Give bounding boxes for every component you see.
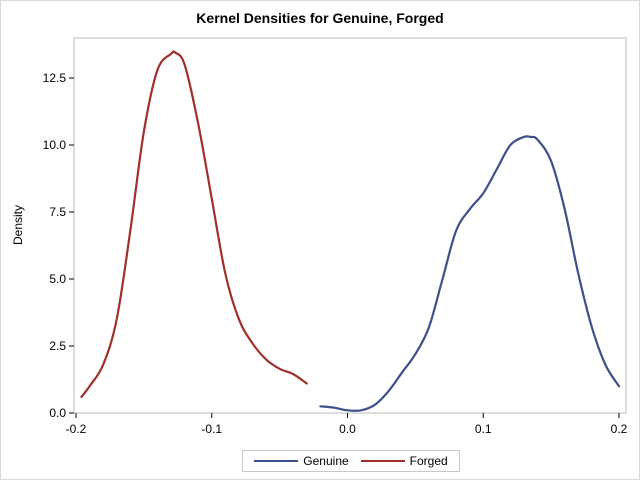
series-line-forged xyxy=(80,50,308,399)
y-axis-label: Density xyxy=(11,205,25,245)
y-tick-label: 5.0 xyxy=(49,272,66,286)
x-tick-label: -0.1 xyxy=(201,422,222,436)
legend-swatch-genuine xyxy=(254,460,299,462)
y-tick-label: 10.0 xyxy=(43,138,67,152)
legend-item-genuine: Genuine xyxy=(254,454,349,468)
y-tick-label: 7.5 xyxy=(49,205,66,219)
chart-title: Kernel Densities for Genuine, Forged xyxy=(196,10,444,26)
series-layer xyxy=(80,50,621,412)
legend-swatch-forged xyxy=(360,460,405,462)
x-axis: -0.2 -0.1 0.0 0.1 0.2 xyxy=(66,413,628,436)
legend-label-forged: Forged xyxy=(409,454,448,468)
series-line-genuine xyxy=(319,135,621,412)
legend: Genuine Forged xyxy=(242,450,460,472)
x-tick-label: 0.2 xyxy=(611,422,628,436)
legend-label-genuine: Genuine xyxy=(303,454,349,468)
y-axis: 0.0 2.5 5.0 7.5 10.0 12.5 xyxy=(43,71,74,420)
x-tick-label: -0.2 xyxy=(66,422,87,436)
legend-item-forged: Forged xyxy=(360,454,448,468)
y-tick-label: 0.0 xyxy=(49,406,66,420)
x-tick-label: 0.1 xyxy=(475,422,492,436)
x-tick-label: 0.0 xyxy=(339,422,356,436)
y-tick-label: 12.5 xyxy=(43,71,67,85)
y-tick-label: 2.5 xyxy=(49,339,66,353)
plot-area xyxy=(73,37,627,414)
